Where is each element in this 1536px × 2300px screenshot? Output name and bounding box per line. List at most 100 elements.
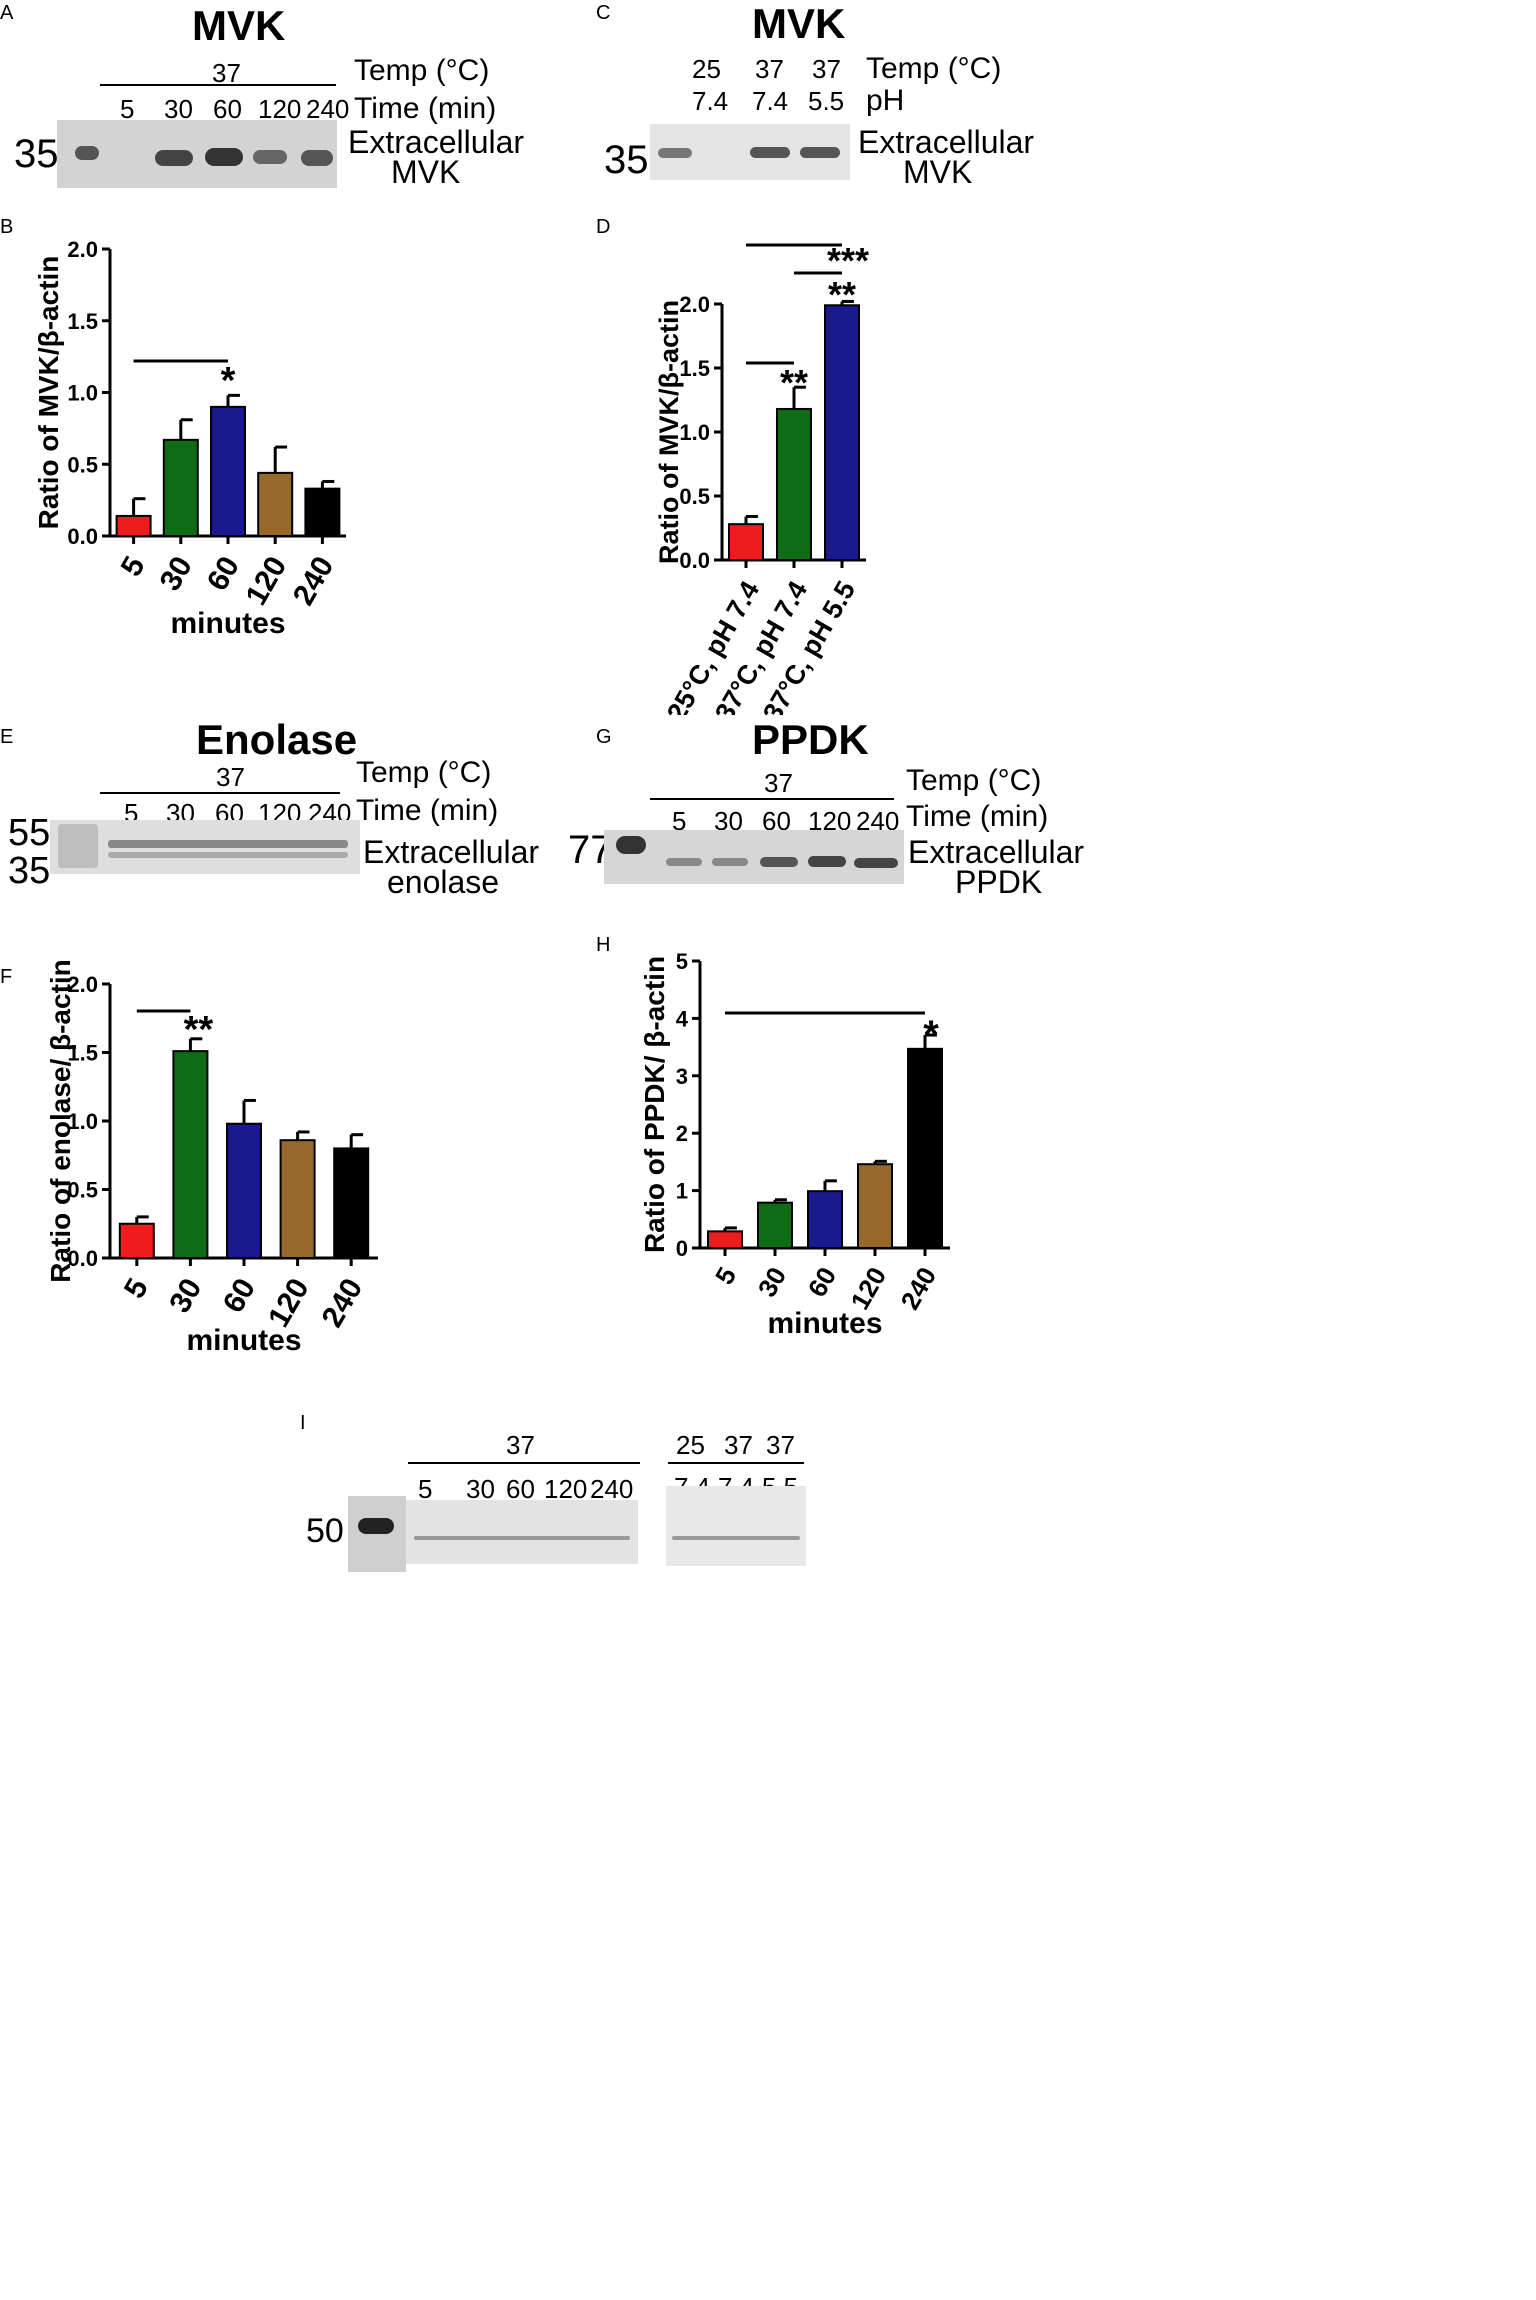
blot-i-time-3: 120 xyxy=(544,1474,588,1504)
y-tick-label: 3 xyxy=(676,1064,688,1089)
blot-c-mw-marker: 35 xyxy=(604,138,649,182)
blot-g-temp-value: 37 xyxy=(764,768,793,798)
blot-g-temp-label: Temp (°C) xyxy=(906,764,1042,797)
x-tick-label: 5 xyxy=(118,1273,155,1304)
y-tick-label: 0 xyxy=(676,1236,688,1261)
blot-a-band-240 xyxy=(301,150,333,166)
blot-e-mw-bottom: 35 xyxy=(8,850,51,892)
y-tick-label: 1.5 xyxy=(67,1041,98,1066)
bar xyxy=(210,405,246,537)
blot-g-temp-line xyxy=(650,798,894,800)
significance-stars: ** xyxy=(184,1009,214,1051)
y-axis-label: Ratio of enolase/ β-actin xyxy=(45,960,76,1283)
x-tick-label: 240 xyxy=(895,1262,943,1315)
blot-a-time-4: 240 xyxy=(306,94,350,124)
blot-i-time-2: 60 xyxy=(506,1474,535,1504)
blot-a-marker-band xyxy=(75,146,99,160)
blot-c-title: MVK xyxy=(752,0,846,47)
blot-e-membrane xyxy=(50,820,360,874)
blot-i-membrane-ph xyxy=(666,1486,806,1566)
y-tick-label: 2.0 xyxy=(67,972,98,997)
y-tick-label: 2 xyxy=(676,1121,688,1146)
x-tick-label: 240 xyxy=(316,1273,370,1333)
blot-i-time-0: 5 xyxy=(418,1474,433,1504)
y-axis-label: Ratio of PPDK/ β-actin xyxy=(639,956,670,1253)
blot-a-temp-line xyxy=(100,84,336,86)
bar xyxy=(707,1230,743,1250)
blot-a-temp-value: 37 xyxy=(212,58,241,88)
blot-e-lower-band xyxy=(108,852,348,858)
blot-c-temp-2: 37 xyxy=(812,54,841,84)
blot-g-title: PPDK xyxy=(752,716,869,763)
y-tick-label: 0.5 xyxy=(679,484,710,509)
y-tick-label: 4 xyxy=(676,1006,689,1031)
y-axis-label: Ratio of MVK/β-actin xyxy=(654,300,684,564)
y-tick-label: 2.0 xyxy=(679,292,710,317)
blot-g-band-120 xyxy=(808,856,846,867)
blot-c-temp-label: Temp (°C) xyxy=(866,52,1002,85)
bar xyxy=(257,471,294,537)
blot-c-membrane xyxy=(650,124,850,180)
y-tick-label: 1.0 xyxy=(679,420,710,445)
panel-letter-c: C xyxy=(596,2,611,24)
bar xyxy=(907,1047,943,1249)
panel-letter-g: G xyxy=(596,726,612,748)
blot-e-temp-value: 37 xyxy=(216,762,245,792)
x-tick-label: 5 xyxy=(115,551,152,582)
bar xyxy=(824,304,860,561)
blot-i-mw-marker: 50 xyxy=(306,1512,344,1550)
y-tick-label: 0.0 xyxy=(67,1246,98,1271)
bar xyxy=(857,1163,893,1249)
blot-i-temp-line xyxy=(408,1462,640,1464)
blot-a-membrane xyxy=(57,120,337,188)
y-tick-label: 0.0 xyxy=(67,524,98,549)
blot-e-upper-band xyxy=(108,840,348,848)
blot-g-label-1: Extracellular xyxy=(908,834,1085,870)
x-tick-label: 60 xyxy=(802,1262,842,1302)
blot-c-band-2 xyxy=(800,147,840,158)
blot-c-ph-label: pH xyxy=(866,84,905,117)
blot-c-label-2: MVK xyxy=(903,154,973,190)
panel-letter-a: A xyxy=(0,2,14,24)
blot-a-time-label: Time (min) xyxy=(354,92,497,125)
bar xyxy=(776,407,812,561)
x-tick-label: 30 xyxy=(752,1262,792,1302)
blot-i-temp-1: 37 xyxy=(724,1430,753,1460)
blot-a-band-30 xyxy=(155,150,193,166)
blot-c-temp-1: 37 xyxy=(755,54,784,84)
significance-stars: * xyxy=(923,1013,939,1057)
blot-e-label-1: Extracellular xyxy=(363,834,540,870)
blot-a-time-1: 30 xyxy=(164,94,193,124)
blot-i-time-4: 240 xyxy=(590,1474,634,1504)
blot-e-title: Enolase xyxy=(196,716,358,763)
blot-e-label-2: enolase xyxy=(387,864,500,900)
blot-a-time-3: 120 xyxy=(258,94,302,124)
bar xyxy=(757,1201,793,1249)
blot-g-band-240 xyxy=(854,858,898,868)
y-tick-label: 1.5 xyxy=(679,356,710,381)
chart-d: 0.00.51.01.52.025°C, pH 7.437°C, pH 7.43… xyxy=(654,240,869,715)
blot-c-band-0 xyxy=(658,148,692,158)
bar xyxy=(333,1147,370,1259)
blot-i-temp-value: 37 xyxy=(506,1430,535,1460)
blot-i-time-1: 30 xyxy=(466,1474,495,1504)
blot-a-temp-label: Temp (°C) xyxy=(354,54,490,87)
blot-c-temp-0: 25 xyxy=(692,54,721,84)
panel-letter-f: F xyxy=(0,966,13,988)
bar xyxy=(807,1190,843,1250)
y-tick-label: 1.0 xyxy=(67,1109,98,1134)
panel-letter-h: H xyxy=(596,934,611,956)
blot-i-marker-membrane xyxy=(348,1496,406,1572)
y-tick-label: 1 xyxy=(676,1179,688,1204)
blot-c-label-1: Extracellular xyxy=(858,124,1035,160)
blot-a-title: MVK xyxy=(192,2,286,49)
y-tick-label: 1.0 xyxy=(67,381,98,406)
significance-stars: * xyxy=(221,360,236,402)
blot-c-ph-2: 5.5 xyxy=(808,86,845,116)
y-tick-label: 0.5 xyxy=(67,452,98,477)
x-axis-label: minutes xyxy=(186,1324,301,1357)
blot-g-marker-band xyxy=(616,836,646,854)
